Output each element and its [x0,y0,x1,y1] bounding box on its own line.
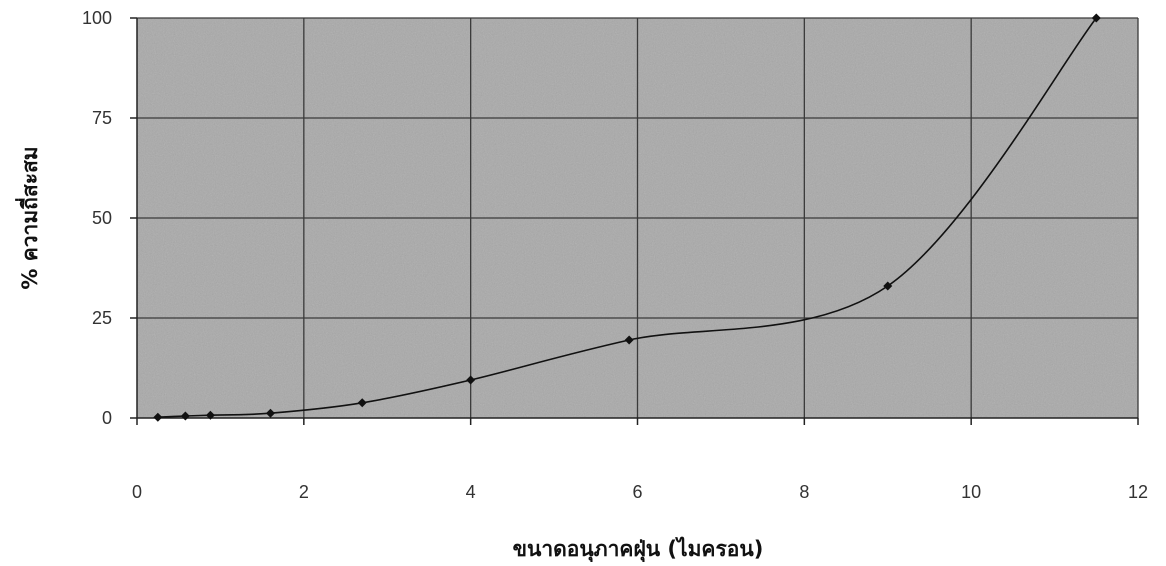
x-tick-label-5: 10 [961,482,981,502]
x-tick-label-4: 8 [799,482,809,502]
x-axis-title: ขนาดอนุภาคฝุ่น (ไมครอน) [513,536,764,563]
y-tick-label-1: 25 [92,308,112,328]
x-tick-label-2: 4 [466,482,476,502]
x-axis-tick-labels: 0 2 4 6 8 10 12 [132,482,1148,502]
y-tick-label-0: 0 [102,408,112,428]
y-axis-tick-labels: 0 25 50 75 100 [82,8,112,428]
x-tick-label-1: 2 [299,482,309,502]
y-axis-title: % ความถี่สะสม [14,146,42,289]
x-tick-label-0: 0 [132,482,142,502]
x-tick-label-3: 6 [632,482,642,502]
y-tick-label-4: 100 [82,8,112,28]
y-tick-label-3: 75 [92,108,112,128]
y-tick-label-2: 50 [92,208,112,228]
x-tick-label-6: 12 [1128,482,1148,502]
